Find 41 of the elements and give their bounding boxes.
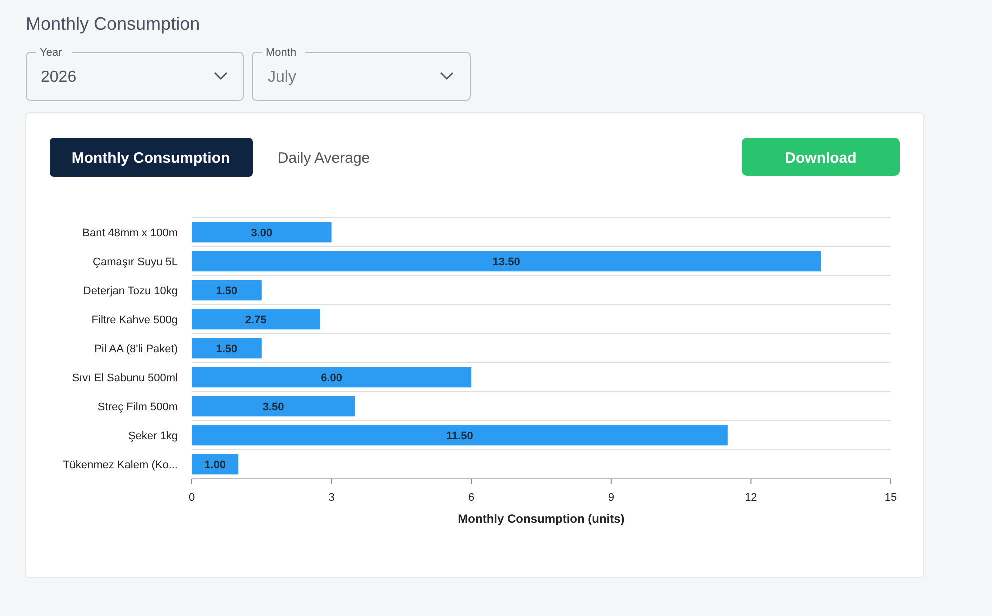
y-tick-label: Pil AA (8'li Paket) xyxy=(94,344,178,356)
x-tick-label: 15 xyxy=(884,492,898,504)
text: Daily Average xyxy=(278,150,370,167)
bar xyxy=(192,338,262,359)
data-label: 13.50 xyxy=(492,256,520,268)
text: 2026 xyxy=(41,69,77,86)
text: Monthly Consumption xyxy=(72,150,230,167)
x-tick-label: 9 xyxy=(608,492,614,504)
x-tick-label: 6 xyxy=(468,492,475,504)
bar xyxy=(192,309,320,330)
bar xyxy=(192,367,472,388)
x-tick-label: 12 xyxy=(745,492,758,504)
bar xyxy=(192,280,262,301)
chart-title: Monthly Consumption xyxy=(26,14,200,34)
data-label: 2.75 xyxy=(245,314,267,326)
data-label: 3.50 xyxy=(262,402,284,414)
bar xyxy=(192,396,356,417)
x-tick-label: 0 xyxy=(188,492,196,504)
y-tick-label: Şeker 1kg xyxy=(128,430,178,442)
data-label: 11.50 xyxy=(446,430,474,442)
text: Year xyxy=(40,47,63,59)
text: July xyxy=(268,69,296,86)
data-label: 6.00 xyxy=(321,372,343,384)
bar xyxy=(192,222,332,243)
x-tick-label: 3 xyxy=(328,492,335,504)
text: Download xyxy=(785,150,857,167)
y-tick-label: Çamaşır Suyu 5L xyxy=(93,256,178,268)
x-axis-title: Monthly Consumption (units) xyxy=(458,512,625,526)
data-label: 3.00 xyxy=(251,228,273,240)
bar xyxy=(192,251,822,272)
data-label: 1.50 xyxy=(216,286,238,298)
y-tick-label: Bant 48mm x 100m xyxy=(82,228,178,240)
data-label: 1.50 xyxy=(216,344,238,356)
data-label: 1.00 xyxy=(204,460,226,472)
bar xyxy=(192,425,728,446)
y-tick-label: Sıvı El Sabunu 500ml xyxy=(72,372,178,384)
text: Month xyxy=(266,47,297,59)
y-tick-label: Filtre Kahve 500g xyxy=(92,314,178,326)
y-tick-label: Tükenmez Kalem (Ko... xyxy=(63,460,178,472)
y-tick-label: Deterjan Tozu 10kg xyxy=(83,286,178,298)
y-tick-label: Streç Film 500m xyxy=(98,402,178,414)
